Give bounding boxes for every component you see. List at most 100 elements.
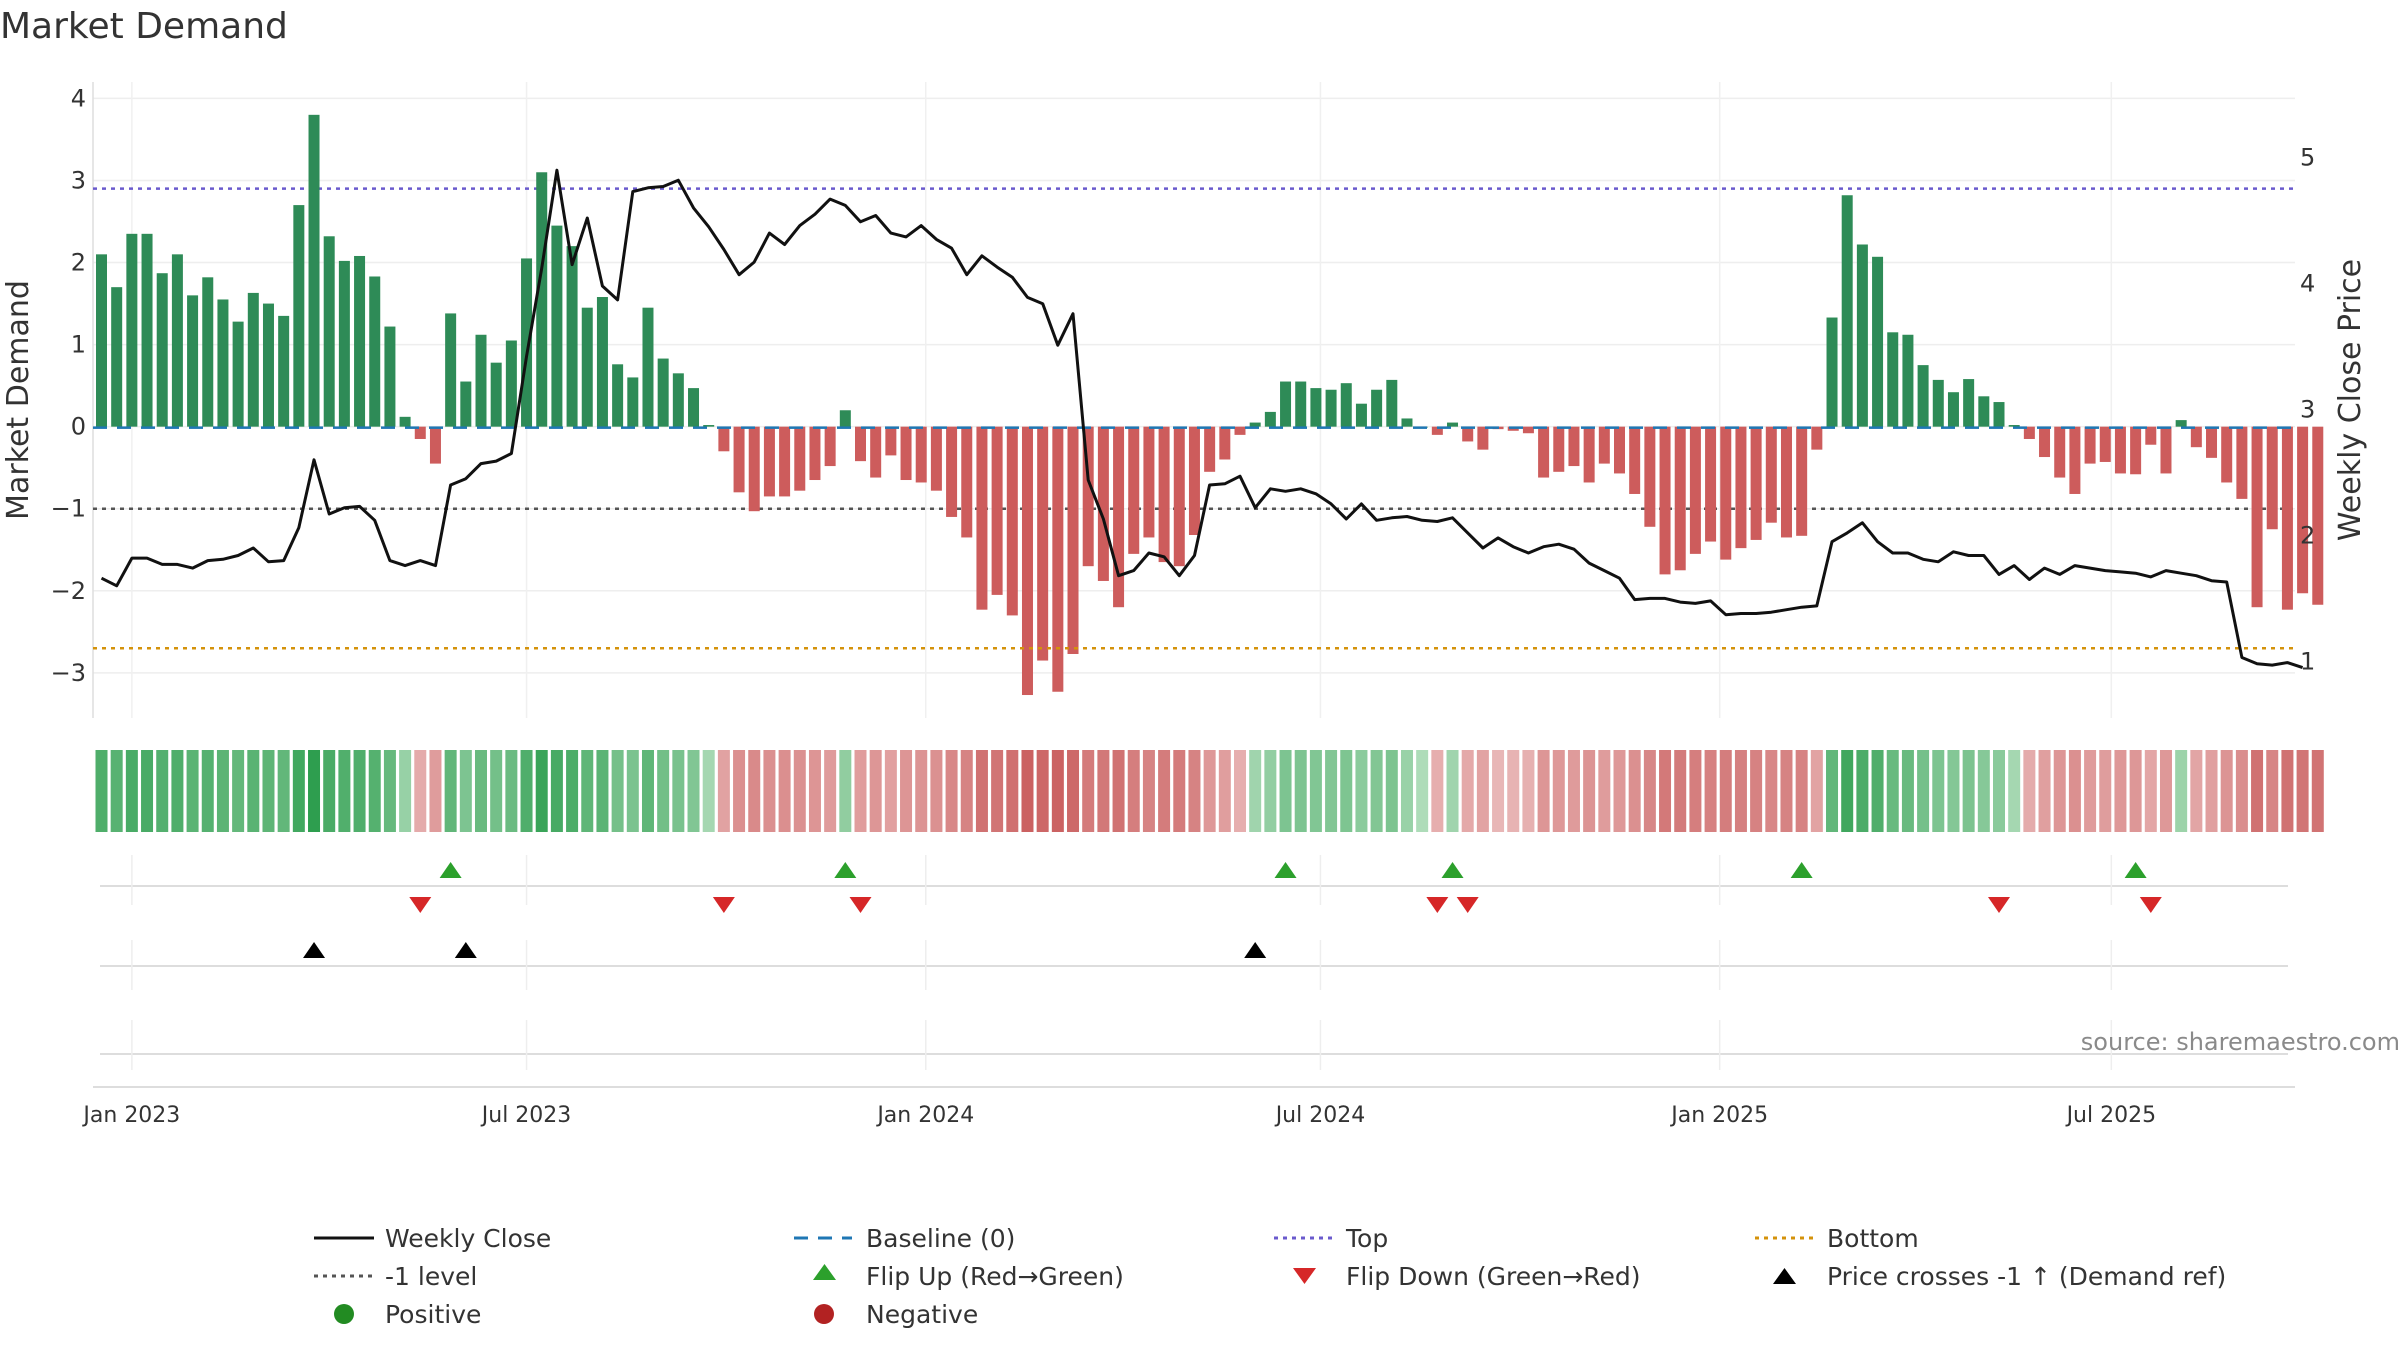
legend-flip-down-icon [1293,1268,1316,1284]
heat-cell [1856,750,1869,832]
heat-cell [1476,750,1489,832]
flip-down-marker [1426,897,1449,913]
heat-cell [1871,750,1884,832]
heat-cell [778,750,791,832]
heat-cell [2144,750,2157,832]
demand-bar [1780,426,1792,538]
source-note: source: sharemaestro.com [2081,1028,2400,1056]
heat-cell [717,750,730,832]
demand-bar [1082,426,1094,567]
x-tick-label: Jul 2023 [480,1103,572,1128]
demand-bar [1006,426,1018,616]
demand-bar [1401,418,1413,427]
heat-cell [1158,750,1171,832]
demand-bar [445,313,457,427]
heat-cell [1993,750,2005,832]
heat-cell [611,750,624,832]
demand-bar [2023,426,2035,439]
legend-price-cross-icon [1773,1268,1796,1284]
x-gridlines [131,82,2113,718]
demand-bar [1856,244,1868,427]
heat-cell [1340,750,1353,832]
heat-cell [1628,750,1641,832]
heat-cell [915,750,928,832]
heat-cell [1325,750,1338,832]
demand-bar [794,426,806,491]
demand-bar [1113,426,1125,608]
demand-bar [2251,426,2263,608]
demand-bar [1841,195,1853,427]
heat-cell [1507,750,1520,832]
heat-cell [2023,750,2036,832]
demand-bar [839,410,851,427]
demand-bar [1340,383,1352,427]
legend-positive-dot-icon [334,1304,354,1324]
heat-cell [1294,750,1307,832]
heat-cell [383,750,396,832]
demand-bar [1932,379,1944,427]
demand-bar [1963,379,1975,427]
legend-bottom: Bottom [1827,1224,1919,1253]
demand-bar [262,303,274,427]
heat-cell [930,750,943,832]
demand-bar [1477,426,1489,450]
demand-bar [1386,379,1398,427]
demand-bar [627,377,639,427]
heat-cell [1416,750,1429,832]
demand-bar [96,254,107,427]
heat-cell [1173,750,1186,832]
heat-cell [687,750,700,832]
heat-cell [1643,750,1656,832]
demand-bar [1037,426,1049,661]
price-cross-marker [1244,942,1267,958]
demand-bar [1826,317,1838,427]
demand-bar [490,362,502,427]
heat-cell [247,750,260,832]
legend-flip-down: Flip Down (Green→Red) [1346,1262,1641,1291]
heat-cell [2114,750,2127,832]
demand-bar [2054,426,2066,478]
demand-bar [551,225,563,427]
demand-bar [1431,426,1443,435]
heat-cell [2251,750,2264,832]
demand-bar [1522,426,1534,434]
heat-cell [1067,750,1080,832]
x-tick-label: Jul 2024 [1274,1103,1366,1128]
demand-bar [1158,426,1170,563]
heat-cell [1400,750,1413,832]
demand-bar [1993,402,2005,427]
demand-bar [581,307,593,427]
demand-bar [2145,426,2157,445]
legend-minus-one: -1 level [385,1262,477,1291]
heat-cell [1689,750,1702,832]
heat-cell [2038,750,2051,832]
demand-bar [1735,426,1747,549]
flip-down-marker [712,897,735,913]
demand-bar [1249,422,1261,427]
demand-bar [2114,426,2126,474]
y-tick-label: 0 [71,413,86,441]
demand-bar [1280,381,1292,427]
heat-cell [2235,750,2248,832]
heat-cell [2053,750,2066,832]
demand-bar [976,426,988,610]
heat-cell [1795,750,1808,832]
y2-tick-label: 4 [2300,270,2315,298]
heat-cell [95,750,108,832]
legend-negative-dot-icon [814,1304,834,1324]
flip-down-marker [2139,897,2162,913]
demand-bar [930,426,942,491]
demand-bar [1887,332,1899,427]
heat-cell [1112,750,1125,832]
demand-bar [460,381,472,427]
x-tick-labels: Jan 2023 Jul 2023 Jan 2024 Jul 2024 Jan 2025… [81,1103,2156,1128]
demand-bar [202,277,214,427]
heat-cell [641,750,654,832]
demand-bar [384,326,396,427]
flip-down-marker [409,897,432,913]
demand-bar [308,114,320,427]
demand-bar [354,255,366,427]
demand-bar [612,364,624,427]
demand-bar [1872,256,1884,427]
heat-cell [141,750,154,832]
